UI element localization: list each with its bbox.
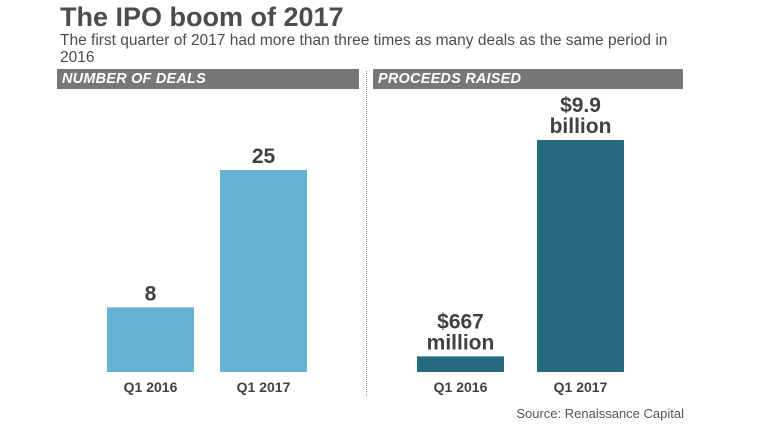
proceeds-data-label-0-1: million — [427, 331, 495, 354]
proceeds-data-label-1-0: $9.9 — [560, 94, 601, 117]
chart-title: The IPO boom of 2017 — [60, 2, 344, 32]
deals-bar-0 — [107, 307, 194, 372]
proceeds-bar-0 — [417, 356, 504, 372]
proceeds-data-label-0-0: $667 — [437, 310, 484, 333]
deals-data-label-1-0: 25 — [252, 145, 276, 168]
deals-category-label-0: Q1 2016 — [124, 379, 178, 395]
proceeds-category-label-0: Q1 2016 — [434, 379, 488, 395]
proceeds-category-label-1: Q1 2017 — [554, 379, 608, 395]
source-note: Source: Renaissance Capital — [516, 406, 684, 421]
proceeds-data-label-1-1: billion — [550, 115, 612, 138]
chart-subtitle: The first quarter of 2017 had more than … — [60, 32, 668, 66]
proceeds-panel-header: PROCEEDS RAISED — [373, 69, 683, 89]
deals-bar-1 — [220, 170, 307, 372]
deals-data-label-0-0: 8 — [145, 282, 157, 305]
deals-category-label-1: Q1 2017 — [237, 379, 291, 395]
proceeds-bar-1 — [537, 140, 624, 372]
deals-panel-header: NUMBER OF DEALS — [57, 69, 359, 89]
panel-divider — [366, 71, 367, 396]
